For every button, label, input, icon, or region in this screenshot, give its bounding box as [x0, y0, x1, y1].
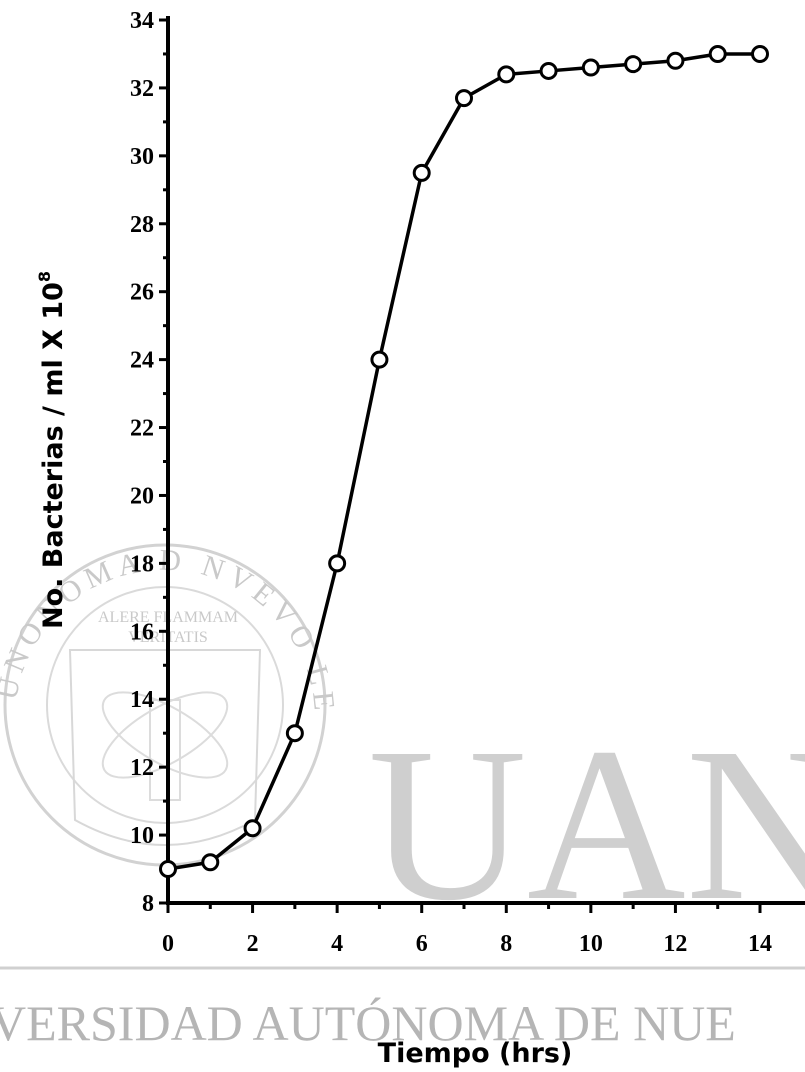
data-point — [710, 46, 725, 61]
data-point — [414, 165, 429, 180]
y-tick-label: 16 — [130, 619, 154, 645]
y-tick-label: 30 — [130, 144, 154, 170]
watermark-university-line: VERSIDAD AUTÓNOMA DE NUE — [0, 995, 736, 1051]
x-tick-label: 0 — [162, 931, 174, 957]
y-tick-label: 20 — [130, 483, 154, 509]
y-tick-label: 24 — [130, 348, 154, 374]
y-axis-title: No. Bacterias / ml X 108 — [35, 271, 69, 629]
y-tick-label: 34 — [130, 8, 154, 34]
y-tick-label: 10 — [130, 823, 154, 849]
x-tick-label: 12 — [663, 931, 687, 957]
x-tick-label: 14 — [748, 931, 772, 957]
y-tick-label: 18 — [130, 551, 154, 577]
data-point — [583, 60, 598, 75]
y-tick-label: 26 — [130, 280, 154, 306]
data-point — [287, 726, 302, 741]
data-point — [499, 67, 514, 82]
data-point — [372, 352, 387, 367]
x-tick-label: 2 — [247, 931, 259, 957]
y-tick-label: 32 — [130, 76, 154, 102]
y-tick-label: 12 — [130, 755, 154, 781]
watermark-big-text: UAN — [368, 702, 805, 946]
x-tick-label: 8 — [500, 931, 512, 957]
x-tick-label: 4 — [331, 931, 343, 957]
data-point — [203, 855, 218, 870]
y-tick-label: 14 — [130, 687, 154, 713]
data-point — [753, 46, 768, 61]
y-tick-label: 8 — [142, 891, 154, 917]
data-point — [245, 821, 260, 836]
data-point — [541, 63, 556, 78]
y-tick-label: 28 — [130, 212, 154, 238]
x-tick-label: 10 — [579, 931, 603, 957]
seal-torch — [150, 700, 180, 800]
y-axis-ticks: 8 10 12 14 16 18 20 22 24 26 28 30 32 34 — [130, 8, 168, 917]
data-point — [626, 57, 641, 72]
x-tick-label: 6 — [416, 931, 428, 957]
data-point — [668, 53, 683, 68]
data-point — [457, 91, 472, 106]
x-axis-title: Tiempo (hrs) — [378, 1038, 573, 1069]
y-tick-label: 22 — [130, 416, 154, 442]
data-point — [161, 862, 176, 877]
seal-shield — [70, 650, 260, 845]
data-point — [330, 556, 345, 571]
